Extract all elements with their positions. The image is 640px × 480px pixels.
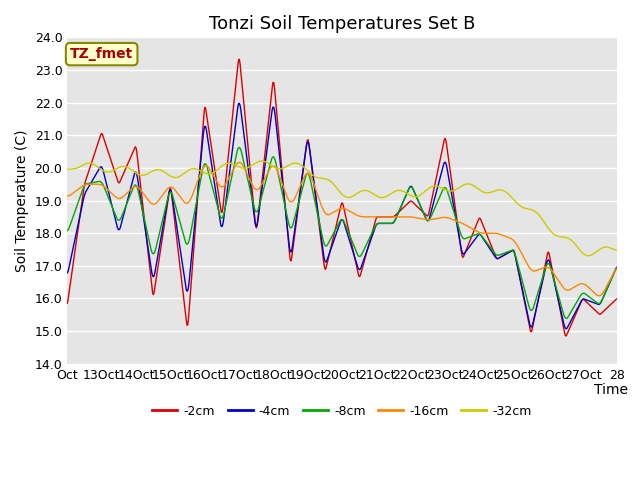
- -8cm: [128, 189, 136, 194]
- X-axis label: Time: Time: [594, 384, 628, 397]
- -2cm: [613, 296, 621, 301]
- -2cm: [63, 300, 71, 306]
- Line: -4cm: -4cm: [67, 103, 617, 329]
- -2cm: [229, 110, 237, 116]
- -32cm: [256, 158, 264, 164]
- -8cm: [236, 144, 243, 150]
- -4cm: [128, 181, 136, 187]
- Line: -16cm: -16cm: [67, 162, 617, 296]
- Title: Tonzi Soil Temperatures Set B: Tonzi Soil Temperatures Set B: [209, 15, 476, 33]
- -32cm: [278, 166, 285, 171]
- -8cm: [229, 168, 237, 174]
- -16cm: [63, 193, 71, 199]
- Y-axis label: Soil Temperature (C): Soil Temperature (C): [15, 129, 29, 272]
- -8cm: [63, 228, 71, 233]
- -2cm: [236, 56, 243, 62]
- -16cm: [229, 168, 237, 173]
- Line: -32cm: -32cm: [67, 161, 617, 256]
- -32cm: [128, 167, 136, 173]
- -32cm: [258, 158, 266, 164]
- -4cm: [431, 197, 438, 203]
- -2cm: [278, 164, 285, 169]
- -2cm: [399, 204, 407, 210]
- -16cm: [613, 266, 621, 272]
- -32cm: [584, 253, 592, 259]
- -16cm: [236, 159, 243, 165]
- -16cm: [595, 293, 603, 299]
- -32cm: [613, 247, 621, 253]
- -4cm: [278, 172, 285, 178]
- -32cm: [431, 183, 438, 189]
- -16cm: [278, 179, 285, 185]
- -16cm: [399, 214, 407, 220]
- -8cm: [257, 197, 265, 203]
- Legend: -2cm, -4cm, -8cm, -16cm, -32cm: -2cm, -4cm, -8cm, -16cm, -32cm: [147, 400, 537, 423]
- -8cm: [563, 315, 570, 321]
- -4cm: [229, 143, 237, 149]
- -2cm: [128, 152, 136, 157]
- -8cm: [278, 187, 285, 193]
- -4cm: [63, 270, 71, 276]
- -4cm: [613, 264, 621, 270]
- -2cm: [563, 333, 570, 339]
- -16cm: [257, 183, 265, 189]
- Line: -8cm: -8cm: [67, 147, 617, 318]
- -8cm: [613, 265, 621, 271]
- -32cm: [399, 189, 407, 194]
- -4cm: [563, 326, 570, 332]
- -32cm: [63, 167, 71, 172]
- -16cm: [431, 216, 438, 222]
- -16cm: [128, 186, 136, 192]
- -32cm: [229, 161, 237, 167]
- -2cm: [257, 189, 265, 194]
- -4cm: [399, 198, 407, 204]
- -2cm: [431, 184, 438, 190]
- -8cm: [431, 206, 438, 212]
- -8cm: [399, 198, 407, 204]
- Text: TZ_fmet: TZ_fmet: [70, 47, 133, 61]
- -4cm: [236, 100, 243, 106]
- -4cm: [257, 195, 265, 201]
- Line: -2cm: -2cm: [67, 59, 617, 336]
